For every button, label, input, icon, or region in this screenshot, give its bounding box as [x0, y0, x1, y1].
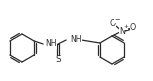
Text: S: S: [55, 55, 61, 64]
Text: O: O: [110, 20, 116, 29]
Text: NH: NH: [70, 35, 82, 43]
Text: O: O: [130, 23, 136, 32]
Text: +: +: [123, 24, 128, 29]
Text: NH: NH: [45, 40, 57, 49]
Text: N: N: [119, 26, 125, 35]
Text: −: −: [114, 17, 120, 23]
